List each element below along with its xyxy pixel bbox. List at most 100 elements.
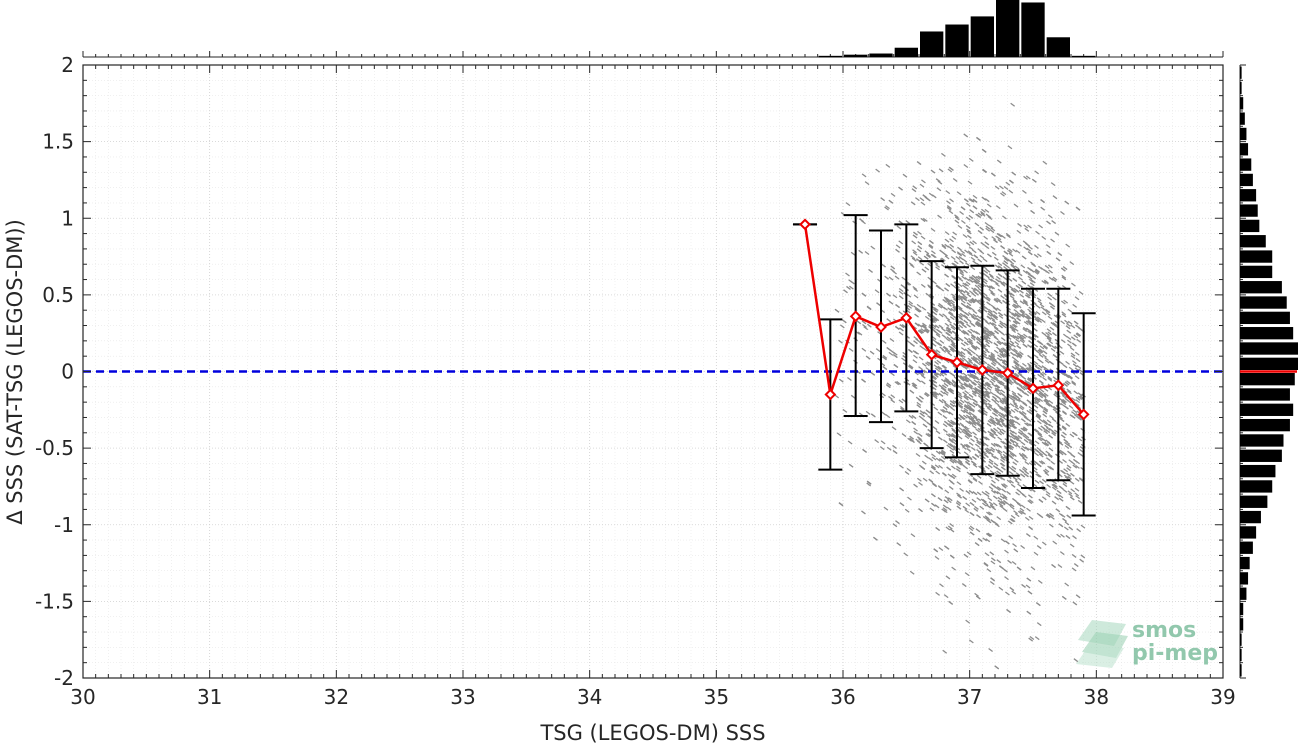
scatter-point [1011,171,1017,176]
scatter-point [861,378,866,383]
scatter-point [996,366,1002,371]
scatter-point [1000,380,1005,385]
scatter-point [963,444,969,449]
scatter-point [899,327,904,332]
scatter-point [1024,379,1030,384]
scatter-point [919,197,925,202]
scatter-point [838,378,844,383]
scatter-point [1028,289,1033,294]
scatter-point [1047,296,1053,301]
scatter-point [1073,458,1078,463]
scatter-point [889,337,895,342]
scatter-point [1041,331,1047,336]
scatter-point [993,407,999,412]
scatter-point [911,414,917,419]
mean-point [875,321,887,333]
scatter-point [943,306,948,311]
scatter-point [939,339,945,344]
scatter-point [987,310,993,315]
scatter-point [1033,343,1039,348]
scatter-point [1013,440,1019,445]
scatter-point [938,168,944,173]
scatter-point [935,450,941,455]
scatter-point [1033,362,1038,368]
scatter-point [949,554,955,559]
scatter-point [1047,292,1052,297]
scatter-point [942,507,948,512]
scatter-point [1078,416,1084,421]
scatter-point [1058,451,1064,456]
scatter-point [923,393,929,398]
scatter-point [892,354,898,359]
scatter-point [972,355,978,360]
scatter-point [922,324,927,329]
scatter-point [975,371,981,376]
scatter-point [965,281,971,286]
scatter-point [963,394,969,399]
scatter-point [935,284,941,289]
scatter-point [1022,427,1028,432]
scatter-point [938,392,944,397]
scatter-point [841,319,847,324]
scatter-point [915,338,921,343]
right-hist-bar [1240,572,1249,585]
scatter-point [856,320,862,325]
scatter-point [951,440,957,445]
top-hist-bar [894,47,918,57]
scatter-point [1058,494,1064,499]
scatter-point [938,384,944,389]
scatter-point [968,383,974,388]
scatter-point [1076,364,1082,370]
scatter-point [992,314,997,319]
scatter-point [1017,332,1022,337]
scatter-point [1040,306,1046,311]
scatter-point [1044,359,1050,364]
scatter-point [1075,399,1081,404]
scatter-point [917,230,922,235]
scatter-point [972,363,978,368]
scatter-point [930,169,936,174]
right-hist-bar [1240,143,1249,156]
scatter-point [1018,428,1023,433]
top-hist-bar [1072,55,1096,58]
scatter-point [1041,280,1047,285]
scatter-point [979,250,985,255]
scatter-point [986,372,992,377]
scatter-point [1023,333,1028,338]
scatter-point [1060,300,1066,305]
scatter-point [997,431,1002,436]
scatter-point [944,377,950,382]
scatter-point [1044,334,1050,339]
scatter-point [1075,464,1080,469]
y-tick-label: -2 [54,666,74,690]
scatter-point [1036,297,1042,302]
scatter-point [972,240,977,245]
scatter-point [1062,518,1067,523]
scatter-point [976,361,981,366]
scatter-point [983,501,989,506]
scatter-point [977,537,983,542]
scatter-point [988,354,994,359]
scatter-point [997,444,1002,449]
scatter-point [932,395,938,400]
scatter-point [982,360,988,365]
scatter-point [1055,508,1061,513]
scatter-point [1020,308,1026,314]
scatter-point [990,419,996,424]
scatter-point [881,411,887,416]
scatter-point [1058,512,1064,517]
scatter-point [907,437,913,442]
scatter-point [983,269,989,274]
scatter-point [925,327,930,332]
scatter-point [949,522,955,528]
scatter-point [1071,282,1076,287]
scatter-point [907,496,912,501]
scatter-point [959,357,965,362]
scatter-point [1019,300,1025,305]
scatter-point [1067,475,1073,480]
scatter-point [962,372,968,377]
scatter-point [1019,335,1025,340]
scatter-point [934,317,940,322]
scatter-point [1034,401,1039,406]
scatter-point [931,502,936,507]
